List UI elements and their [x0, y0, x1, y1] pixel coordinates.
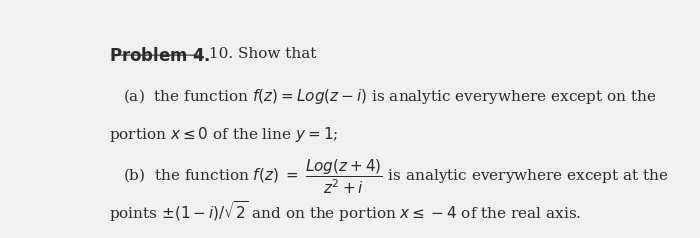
Text: (b)  the function $f(z)\; =\; \dfrac{\mathit{Log}(z+4)}{z^2+i}$ is analytic ever: (b) the function $f(z)\; =\; \dfrac{\mat… [122, 158, 668, 196]
Text: $\mathbf{Problem\ 4.}$: $\mathbf{Problem\ 4.}$ [109, 47, 211, 65]
Text: points $\pm(1-i)/\sqrt{2}$ and on the portion $x \leq -4$ of the real axis.: points $\pm(1-i)/\sqrt{2}$ and on the po… [109, 199, 582, 224]
Text: (a)  the function $f(z) = \mathit{Log}(z - i)$ is analytic everywhere except on : (a) the function $f(z) = \mathit{Log}(z … [122, 87, 656, 106]
Text: portion $x \leq 0$ of the line $y = 1$;: portion $x \leq 0$ of the line $y = 1$; [109, 125, 339, 144]
Text: 10. Show that: 10. Show that [204, 47, 316, 61]
